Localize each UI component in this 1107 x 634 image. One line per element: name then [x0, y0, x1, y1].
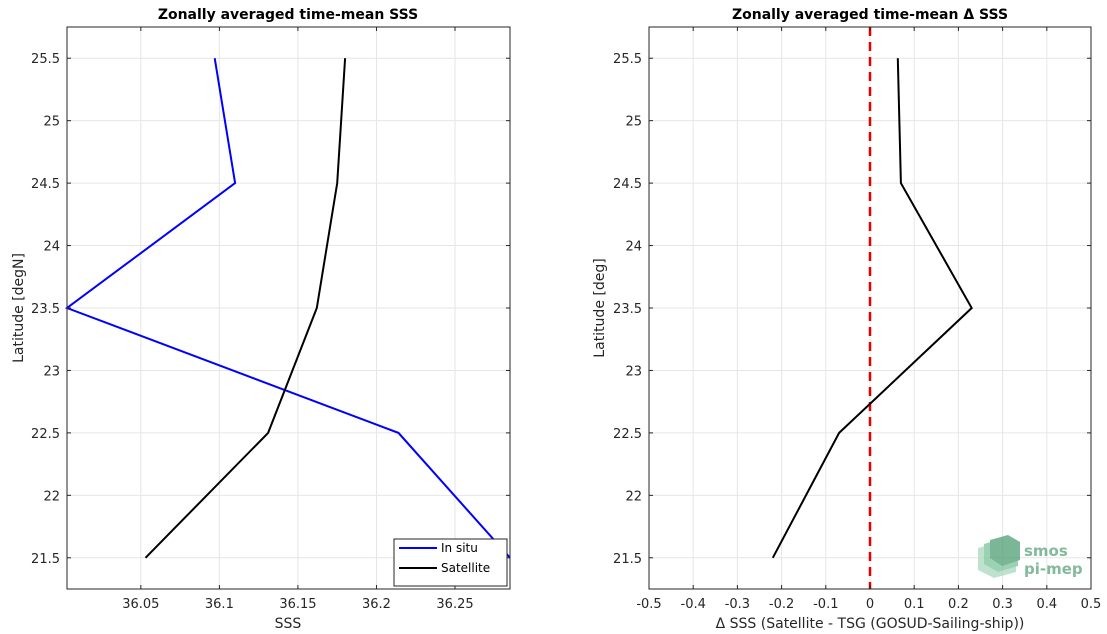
y-tick-label: 23	[625, 364, 642, 379]
x-tick-label: -0.3	[725, 597, 750, 612]
x-tick-label: 36.1	[205, 597, 234, 612]
y-tick-label: 25.5	[31, 52, 60, 67]
x-tick-label: 0.5	[1081, 597, 1102, 612]
series-line-satellite	[144, 58, 347, 559]
x-tick-label: -0.2	[769, 597, 794, 612]
x-tick-label: 0.1	[904, 597, 925, 612]
chart-title: Zonally averaged time-mean SSS	[158, 7, 418, 23]
legend: In situ Satellite	[393, 538, 508, 587]
chart-title: Zonally averaged time-mean Δ SSS	[732, 7, 1008, 23]
x-tick-label: 36.25	[436, 597, 473, 612]
x-tick-label: -0.1	[813, 597, 838, 612]
watermark-line1: smos	[1024, 542, 1068, 560]
x-axis-label: Δ SSS (Satellite - TSG (GOSUD-Sailing-sh…	[716, 616, 1025, 632]
x-tick-label: 0.2	[948, 597, 969, 612]
y-tick-label: 22.5	[613, 427, 642, 442]
smos-pimep-logo-icon	[978, 535, 1020, 578]
y-tick-label: 22.5	[31, 427, 60, 442]
y-tick-label: 25	[43, 115, 60, 130]
panel-zonal-delta-sss: -0.5 -0.4 -0.3 -0.2 -0.1 0 0.1 0.2 0.3 0.4 0.5 21.…	[592, 7, 1101, 632]
y-tick-label: 22	[43, 489, 60, 504]
y-tick-label: 24.5	[613, 177, 642, 192]
x-axis-label: SSS	[275, 616, 302, 632]
y-tick-label: 23.5	[31, 302, 60, 317]
legend-label-in-situ: In situ	[441, 541, 478, 555]
y-axis-label: Latitude [deg]	[592, 258, 608, 357]
legend-box	[393, 538, 508, 587]
grid	[67, 27, 510, 589]
y-tick-label: 25	[625, 115, 642, 130]
x-axis-ticks: -0.5 -0.4 -0.3 -0.2 -0.1 0 0.1 0.2 0.3 0.4 0.5	[636, 27, 1101, 612]
x-tick-label: 36.2	[362, 597, 391, 612]
x-tick-label: 0.4	[1036, 597, 1057, 612]
y-tick-label: 21.5	[31, 552, 60, 567]
panel-zonal-sss: 36.05 36.1 36.15 36.2 36.25 21.5 22 22.5 23 23.5…	[11, 7, 511, 632]
y-tick-label: 24	[625, 240, 642, 255]
x-tick-label: 36.15	[279, 597, 316, 612]
y-axis-label: Latitude [degN]	[11, 253, 27, 363]
x-tick-label: 0	[866, 597, 874, 612]
y-tick-label: 21.5	[613, 552, 642, 567]
y-tick-label: 22	[625, 489, 642, 504]
x-axis-ticks: 36.05 36.1 36.15 36.2 36.25	[122, 27, 474, 612]
y-axis-ticks: 21.5 22 22.5 23 23.5 24 24.5 25 25.5	[613, 52, 1091, 567]
series-line-delta-sss	[771, 58, 973, 559]
smos-pimep-watermark: smos pi-mep	[978, 535, 1083, 578]
y-tick-label: 23.5	[613, 302, 642, 317]
y-tick-label: 24	[43, 240, 60, 255]
watermark-line2: pi-mep	[1024, 560, 1083, 578]
legend-label-satellite: Satellite	[441, 561, 490, 575]
y-tick-label: 23	[43, 364, 60, 379]
y-axis-ticks: 21.5 22 22.5 23 23.5 24 24.5 25 25.5	[31, 52, 510, 567]
y-tick-label: 25.5	[613, 52, 642, 67]
x-tick-label: 36.05	[122, 597, 159, 612]
x-tick-label: 0.3	[992, 597, 1013, 612]
x-tick-label: -0.5	[636, 597, 661, 612]
x-tick-label: -0.4	[681, 597, 706, 612]
series-group	[771, 27, 973, 589]
y-tick-label: 24.5	[31, 177, 60, 192]
